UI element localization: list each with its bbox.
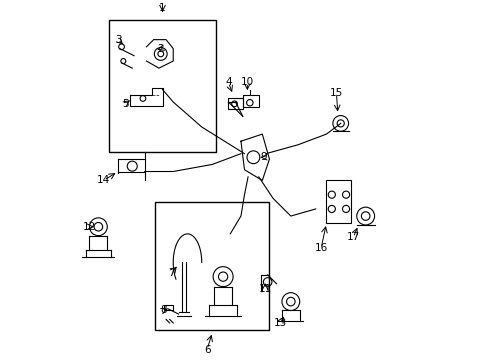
Text: 2: 2 [157,44,164,54]
Text: 1: 1 [159,3,165,13]
Text: 8: 8 [160,306,166,315]
Bar [164,305,173,310]
Text: 9: 9 [260,152,267,162]
Bar [109,20,216,152]
Bar [155,202,269,330]
Text: 11: 11 [258,284,271,294]
Text: 12: 12 [82,222,96,232]
Bar [228,98,242,109]
Text: 10: 10 [240,77,253,87]
Bar [326,180,351,223]
Bar [242,95,258,107]
Text: 5: 5 [122,99,128,109]
Text: 14: 14 [97,175,110,185]
Text: 17: 17 [346,233,359,242]
Text: 15: 15 [329,88,343,98]
Text: 7: 7 [168,268,174,278]
Text: 16: 16 [314,243,327,253]
Text: 4: 4 [224,77,231,87]
Text: 13: 13 [273,318,286,328]
Text: 6: 6 [203,345,210,355]
Text: 3: 3 [115,35,121,45]
